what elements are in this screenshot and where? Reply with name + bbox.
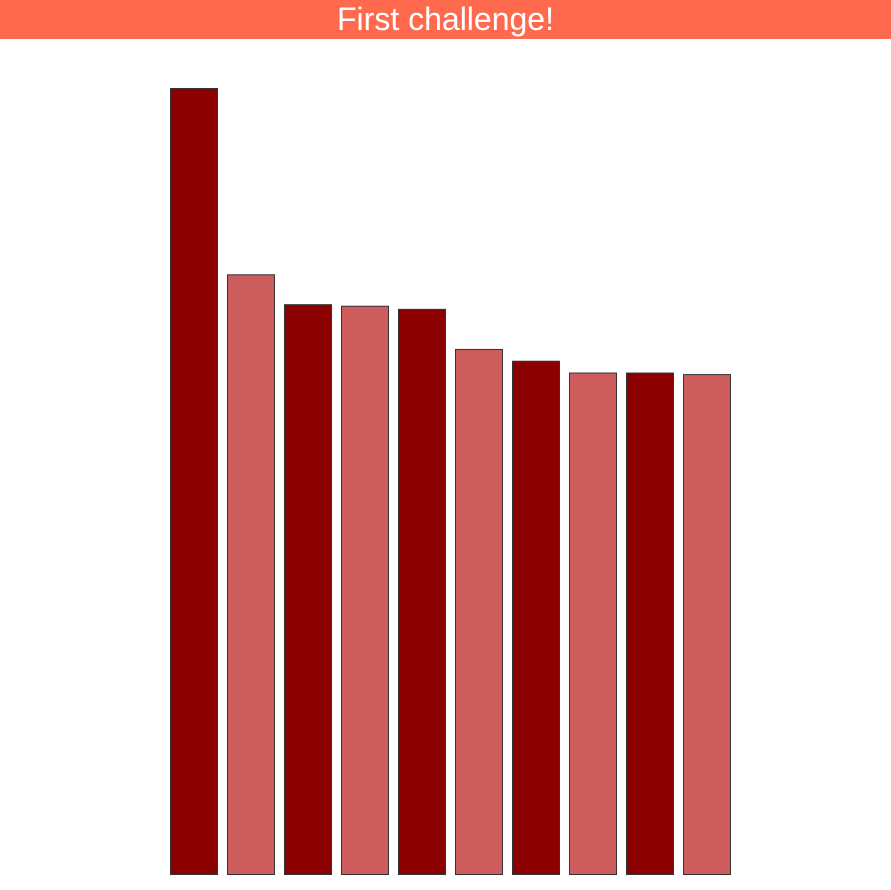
bar-1	[170, 88, 218, 875]
bar-8	[569, 372, 617, 875]
page-title: First challenge!	[337, 1, 554, 37]
bar-9	[626, 372, 674, 875]
bar-6	[455, 348, 503, 875]
bar-2	[227, 274, 275, 876]
title-banner: First challenge!	[0, 0, 891, 39]
bar-5	[398, 308, 446, 875]
bar-7	[512, 360, 560, 875]
bar-4	[341, 305, 389, 875]
bar-10	[683, 374, 731, 875]
bar-3	[284, 304, 332, 875]
